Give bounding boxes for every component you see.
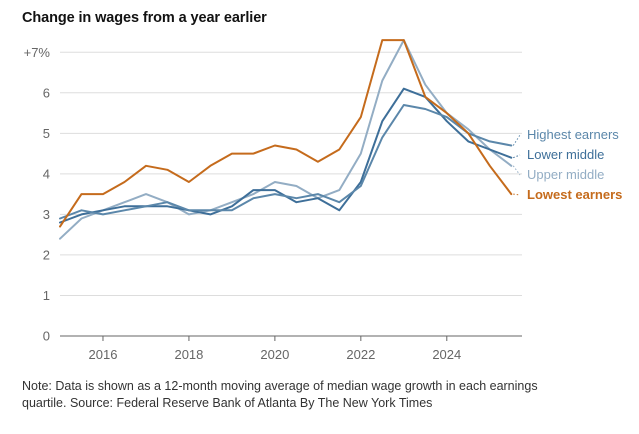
- x-tick-label: 2018: [174, 347, 203, 362]
- note-line-1: Note: Data is shown as a 12-month moving…: [22, 379, 538, 393]
- y-tick-label: 2: [43, 247, 50, 262]
- series-label-lowest-earners: Lowest earners: [527, 187, 622, 202]
- y-tick-label: +7%: [24, 45, 51, 60]
- y-tick-label: 0: [43, 329, 50, 344]
- y-axis-ticks: 0 1 2 3 4 5 6 +7%: [24, 45, 51, 344]
- series-labels: Highest earners Lower middle Upper middle L…: [512, 127, 622, 202]
- series-label-upper-middle: Upper middle: [527, 167, 604, 182]
- y-tick-label: 3: [43, 207, 50, 222]
- chart-note: Note: Data is shown as a 12-month moving…: [22, 378, 582, 412]
- y-tick-label: 6: [43, 85, 50, 100]
- y-tick-label: 1: [43, 288, 50, 303]
- leader-line: [512, 134, 521, 146]
- note-line-2: quartile. Source: Federal Reserve Bank o…: [22, 396, 433, 410]
- series-line-lowest-earners: [59, 39, 513, 228]
- x-tick-label: 2024: [432, 347, 461, 362]
- series-lines: [59, 39, 513, 240]
- y-tick-label: 4: [43, 166, 50, 181]
- x-tick-label: 2020: [260, 347, 289, 362]
- series-label-lower-middle: Lower middle: [527, 147, 604, 162]
- series-line-upper-middle: [59, 39, 513, 240]
- chart-title: Change in wages from a year earlier: [22, 10, 267, 26]
- x-axis-ticks: 2016 2018 2020 2022 2024: [89, 336, 461, 362]
- x-tick-label: 2016: [89, 347, 118, 362]
- series-line-highest-earners: [59, 104, 513, 220]
- series-label-highest-earners: Highest earners: [527, 127, 619, 142]
- x-tick-label: 2022: [346, 347, 375, 362]
- leader-line: [513, 193, 521, 196]
- y-tick-label: 5: [43, 126, 50, 141]
- grid-lines: [60, 51, 522, 337]
- leader-line: [513, 154, 521, 159]
